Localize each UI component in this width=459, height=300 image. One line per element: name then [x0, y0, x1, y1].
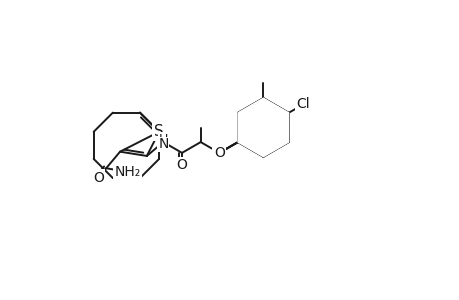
Text: NH₂: NH₂ — [114, 165, 140, 179]
Text: N: N — [158, 137, 168, 152]
Text: O: O — [176, 158, 187, 172]
Text: Cl: Cl — [296, 98, 309, 111]
Text: H: H — [158, 133, 168, 146]
Text: S: S — [154, 124, 164, 139]
Text: O: O — [93, 171, 103, 185]
Polygon shape — [237, 98, 288, 157]
Text: O: O — [213, 146, 224, 160]
